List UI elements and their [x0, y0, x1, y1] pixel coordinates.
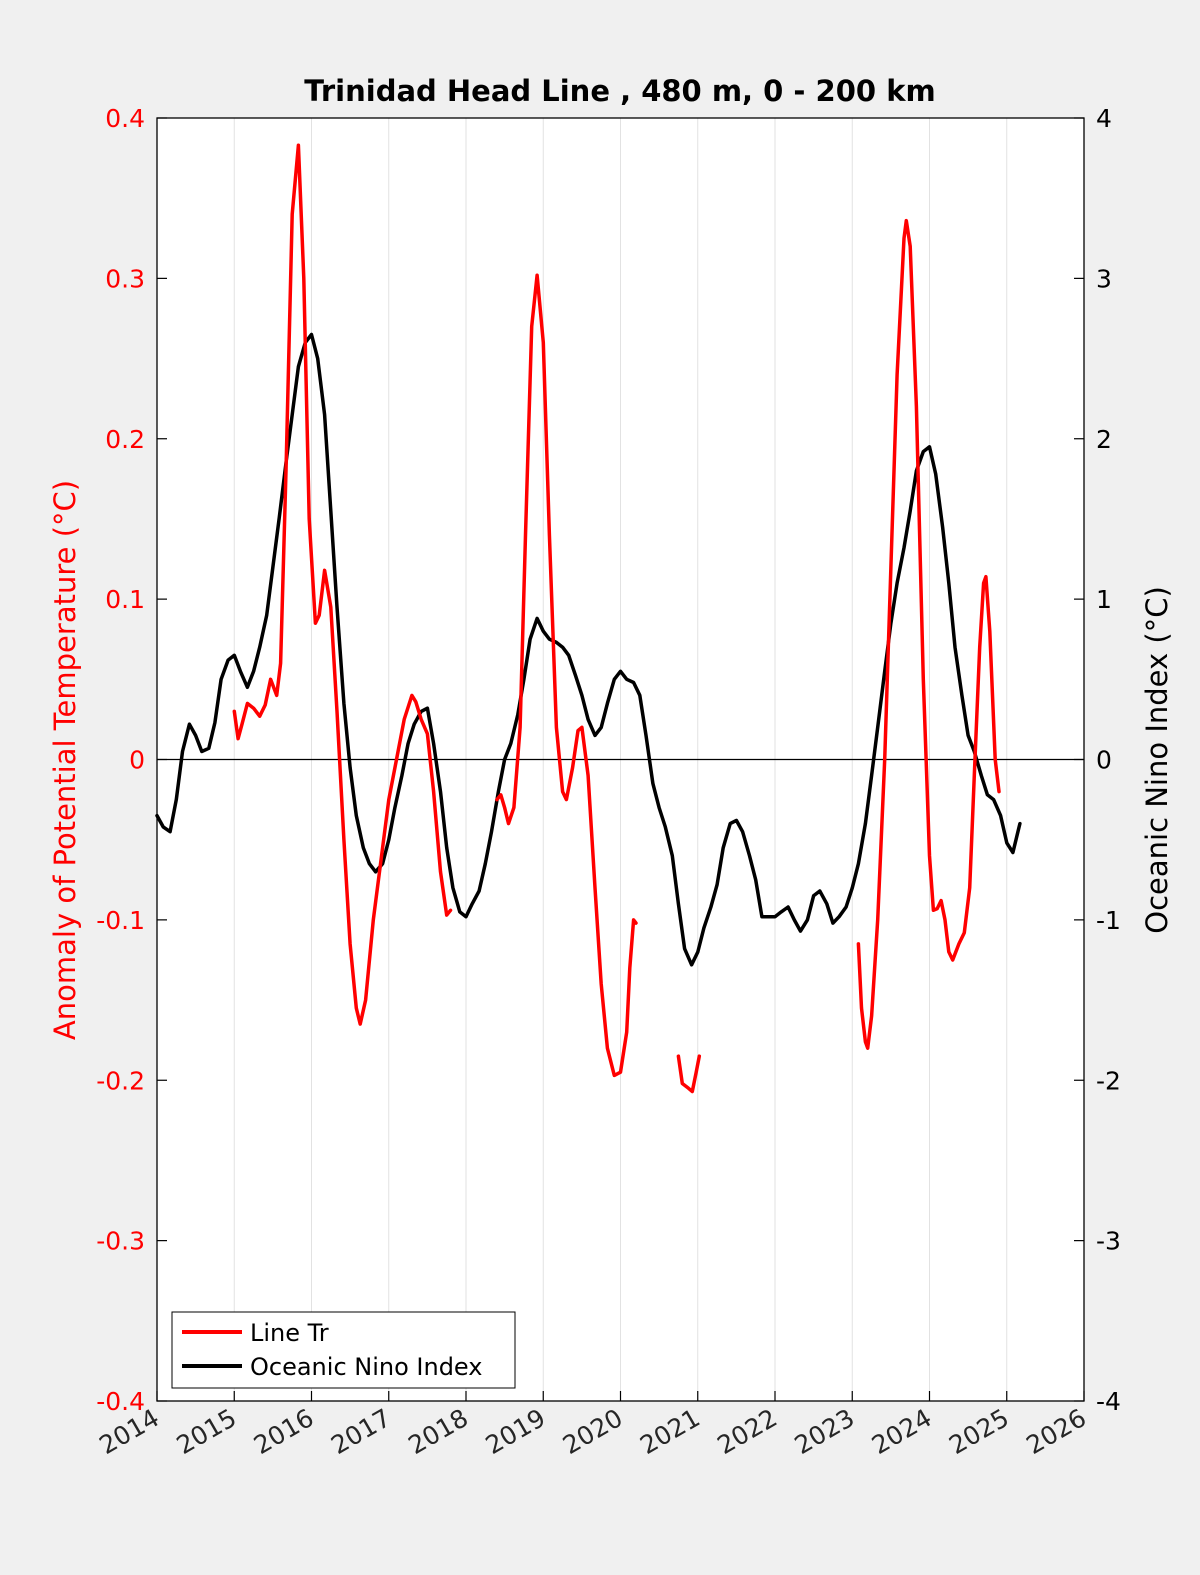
y-left-tick-label: -0.4 [96, 1387, 145, 1416]
legend-line-tr-label: Line Tr [250, 1319, 329, 1347]
y-right-tick-label: -1 [1096, 906, 1121, 935]
x-tick-label: 2019 [481, 1403, 551, 1460]
legend-oni-label: Oceanic Nino Index [250, 1353, 482, 1381]
series-line-tr-segment [495, 273, 638, 1078]
y-left-tick-label: 0.1 [105, 585, 145, 614]
x-tick-label: 2017 [326, 1403, 396, 1460]
x-tick-label: 2016 [249, 1403, 319, 1460]
y-right-tick-label: 4 [1096, 104, 1112, 133]
series-line-tr-segment [232, 143, 453, 1026]
y-left-tick-label: 0 [129, 746, 145, 775]
y-right-tick-label: -4 [1096, 1387, 1121, 1416]
legend: Line Tr Oceanic Nino Index [171, 1311, 516, 1389]
chart-title: Trinidad Head Line , 480 m, 0 - 200 km [304, 74, 935, 108]
legend-box [171, 1311, 516, 1389]
y-axis-left-label: Anomaly of Potential Temperature (°C) [48, 480, 82, 1040]
y-right-tick-label: 2 [1096, 425, 1112, 454]
series-oceanic-nino-index [155, 332, 1022, 967]
y-right-tick-label: 1 [1096, 585, 1112, 614]
x-tick-label: 2022 [712, 1403, 782, 1460]
y-axis-right-label: Oceanic Nino Index (°C) [1140, 586, 1174, 934]
y-left-tick-label: 0.2 [105, 425, 145, 454]
x-tick-label: 2020 [558, 1403, 628, 1460]
x-tick-label: 2026 [1021, 1403, 1091, 1460]
y-left-tick-label: 0.4 [105, 104, 145, 133]
x-tick-label: 2018 [403, 1403, 473, 1460]
x-tick-label: 2024 [867, 1403, 937, 1460]
y-right-tick-label: 3 [1096, 264, 1112, 293]
y-left-tick-label: -0.1 [96, 906, 145, 935]
x-tick-label: 2021 [635, 1403, 705, 1460]
y-left-tick-label: -0.2 [96, 1066, 145, 1095]
series-line-tr-segment [676, 1054, 702, 1094]
y-right-tick-label: -2 [1096, 1066, 1121, 1095]
series-line-tr-segment [856, 218, 1001, 1050]
y-right-tick-label: 0 [1096, 746, 1112, 775]
y-left-tick-label: 0.3 [105, 264, 145, 293]
x-tick-label: 2015 [172, 1403, 242, 1460]
series-layer [155, 143, 1022, 1094]
x-tick-label: 2023 [790, 1403, 860, 1460]
x-tick-label: 2025 [944, 1403, 1014, 1460]
y-right-tick-label: -3 [1096, 1227, 1121, 1256]
y-left-tick-label: -0.3 [96, 1227, 145, 1256]
